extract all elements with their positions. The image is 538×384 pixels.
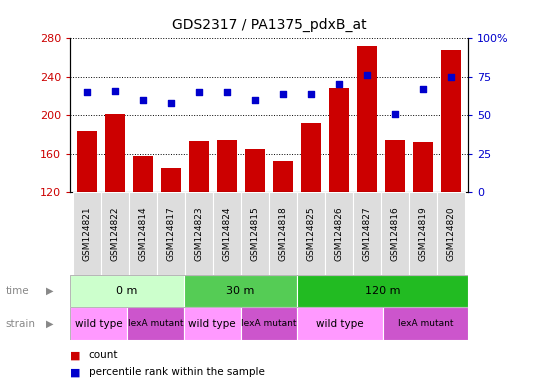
FancyBboxPatch shape	[129, 192, 157, 275]
Point	[307, 91, 315, 97]
Text: GSM124817: GSM124817	[166, 206, 175, 261]
FancyBboxPatch shape	[297, 192, 325, 275]
Text: GDS2317 / PA1375_pdxB_at: GDS2317 / PA1375_pdxB_at	[172, 18, 366, 32]
FancyBboxPatch shape	[353, 192, 381, 275]
Text: ■: ■	[70, 367, 81, 377]
FancyBboxPatch shape	[437, 192, 465, 275]
Text: GSM124823: GSM124823	[194, 206, 203, 261]
Text: 0 m: 0 m	[116, 286, 138, 296]
Bar	[161, 168, 181, 192]
Bar	[385, 140, 405, 192]
FancyBboxPatch shape	[183, 275, 298, 307]
Text: GSM124815: GSM124815	[251, 206, 259, 261]
FancyBboxPatch shape	[325, 192, 353, 275]
Point	[279, 91, 287, 97]
Text: GSM124816: GSM124816	[391, 206, 400, 261]
Point	[167, 100, 175, 106]
FancyBboxPatch shape	[381, 192, 409, 275]
Point	[447, 74, 456, 80]
Bar	[441, 50, 461, 192]
Text: GSM124822: GSM124822	[110, 206, 119, 260]
Text: lexA mutant: lexA mutant	[128, 319, 183, 328]
Text: lexA mutant: lexA mutant	[398, 319, 453, 328]
Text: strain: strain	[5, 318, 36, 329]
FancyBboxPatch shape	[241, 192, 269, 275]
Text: GSM124825: GSM124825	[307, 206, 316, 261]
Text: wild type: wild type	[316, 318, 364, 329]
FancyBboxPatch shape	[101, 192, 129, 275]
FancyBboxPatch shape	[298, 275, 468, 307]
Bar	[217, 140, 237, 192]
Text: lexA mutant: lexA mutant	[241, 319, 297, 328]
Point	[419, 86, 428, 92]
Bar	[133, 156, 153, 192]
FancyBboxPatch shape	[185, 192, 213, 275]
FancyBboxPatch shape	[269, 192, 297, 275]
Text: time: time	[5, 286, 29, 296]
Bar	[105, 114, 125, 192]
FancyBboxPatch shape	[213, 192, 241, 275]
Bar	[245, 149, 265, 192]
Point	[195, 89, 203, 95]
Bar	[357, 46, 377, 192]
Text: 120 m: 120 m	[365, 286, 400, 296]
Text: GSM124814: GSM124814	[138, 206, 147, 261]
FancyBboxPatch shape	[127, 307, 183, 340]
FancyBboxPatch shape	[157, 192, 185, 275]
Text: GSM124820: GSM124820	[447, 206, 456, 261]
Bar	[301, 123, 321, 192]
Text: GSM124819: GSM124819	[419, 206, 428, 261]
Point	[335, 81, 343, 88]
FancyBboxPatch shape	[240, 307, 298, 340]
Text: ■: ■	[70, 350, 81, 360]
Bar	[273, 161, 293, 192]
FancyBboxPatch shape	[298, 307, 383, 340]
Text: ▶: ▶	[46, 286, 53, 296]
FancyBboxPatch shape	[383, 307, 468, 340]
Text: ▶: ▶	[46, 318, 53, 329]
Point	[138, 97, 147, 103]
Text: GSM124826: GSM124826	[335, 206, 344, 261]
Bar	[329, 88, 349, 192]
FancyBboxPatch shape	[73, 192, 101, 275]
Bar	[189, 141, 209, 192]
Text: GSM124821: GSM124821	[82, 206, 91, 261]
Bar	[413, 142, 433, 192]
Point	[82, 89, 91, 95]
Point	[110, 88, 119, 94]
Text: wild type: wild type	[75, 318, 122, 329]
Text: percentile rank within the sample: percentile rank within the sample	[89, 367, 265, 377]
FancyBboxPatch shape	[183, 307, 240, 340]
Text: GSM124827: GSM124827	[363, 206, 372, 261]
Point	[363, 72, 371, 78]
Bar	[77, 131, 97, 192]
Point	[223, 89, 231, 95]
Text: 30 m: 30 m	[226, 286, 255, 296]
FancyBboxPatch shape	[70, 307, 127, 340]
Text: wild type: wild type	[188, 318, 236, 329]
FancyBboxPatch shape	[409, 192, 437, 275]
FancyBboxPatch shape	[70, 275, 183, 307]
Text: count: count	[89, 350, 118, 360]
Text: GSM124824: GSM124824	[222, 206, 231, 260]
Text: GSM124818: GSM124818	[279, 206, 287, 261]
Point	[391, 111, 400, 117]
Point	[251, 97, 259, 103]
